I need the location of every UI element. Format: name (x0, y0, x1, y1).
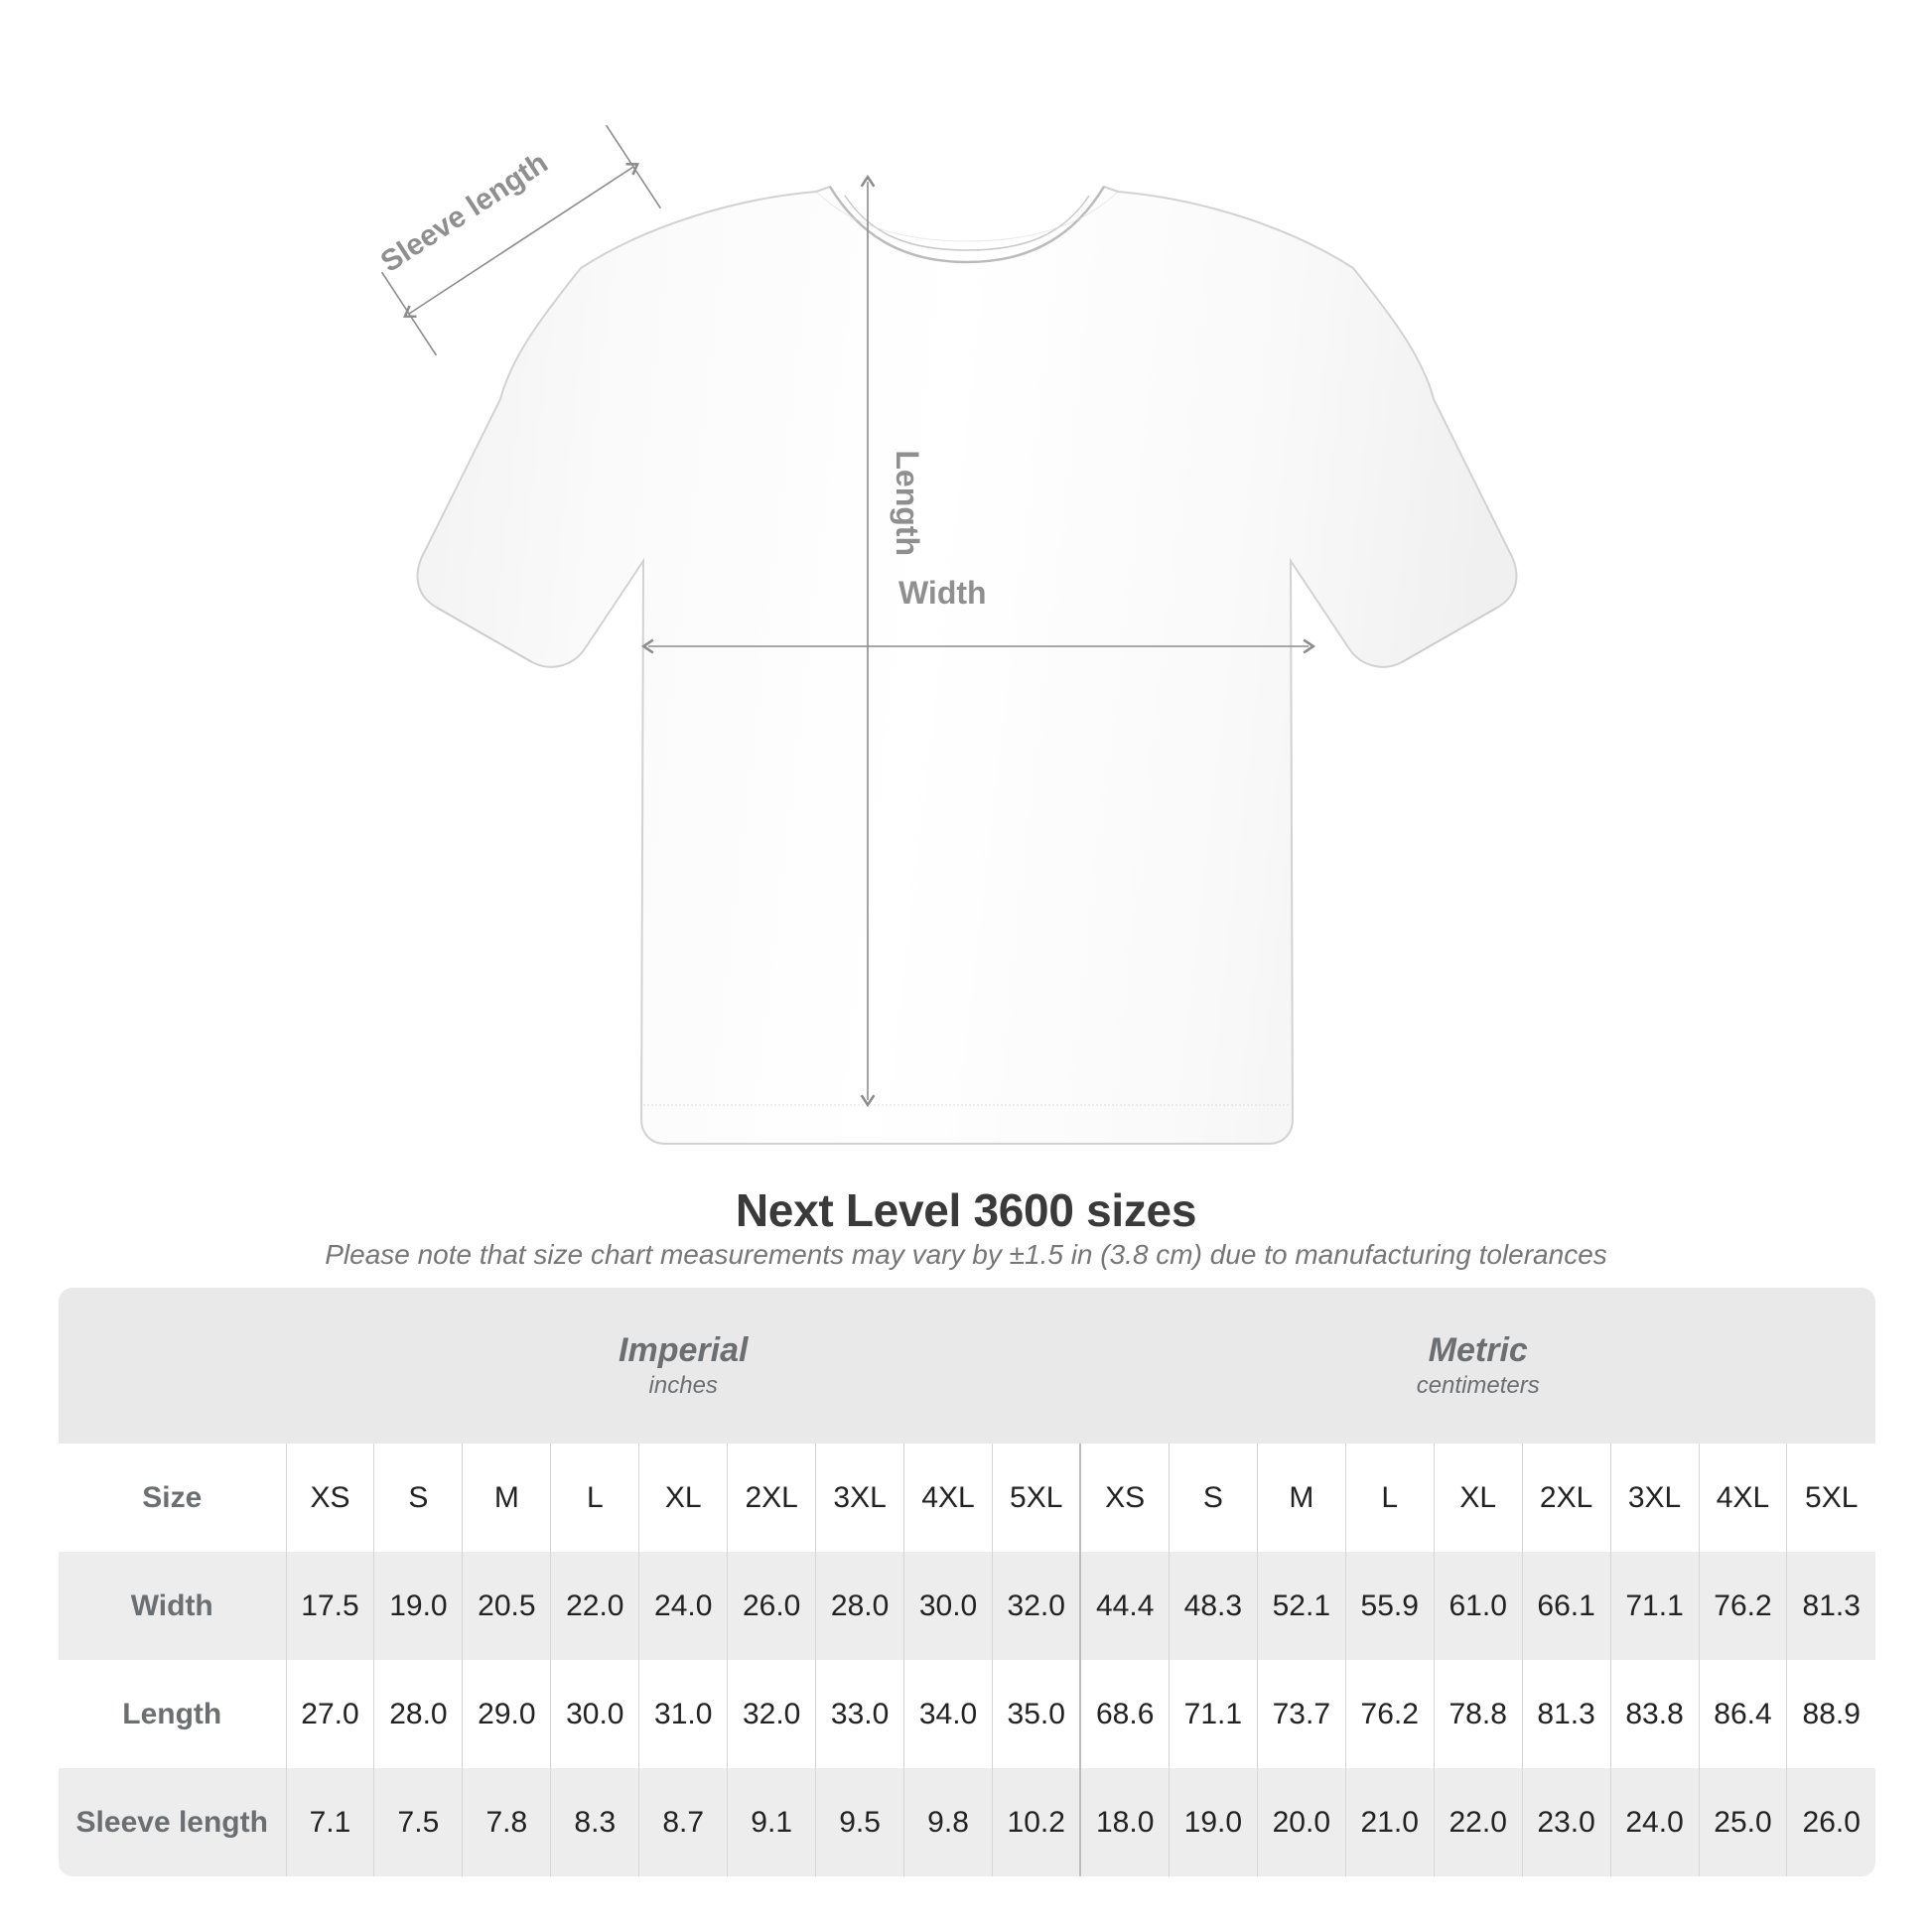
svg-text:Width: Width (898, 575, 987, 611)
svg-text:Sleeve length: Sleeve length (375, 146, 554, 279)
svg-text:Length: Length (890, 450, 925, 556)
